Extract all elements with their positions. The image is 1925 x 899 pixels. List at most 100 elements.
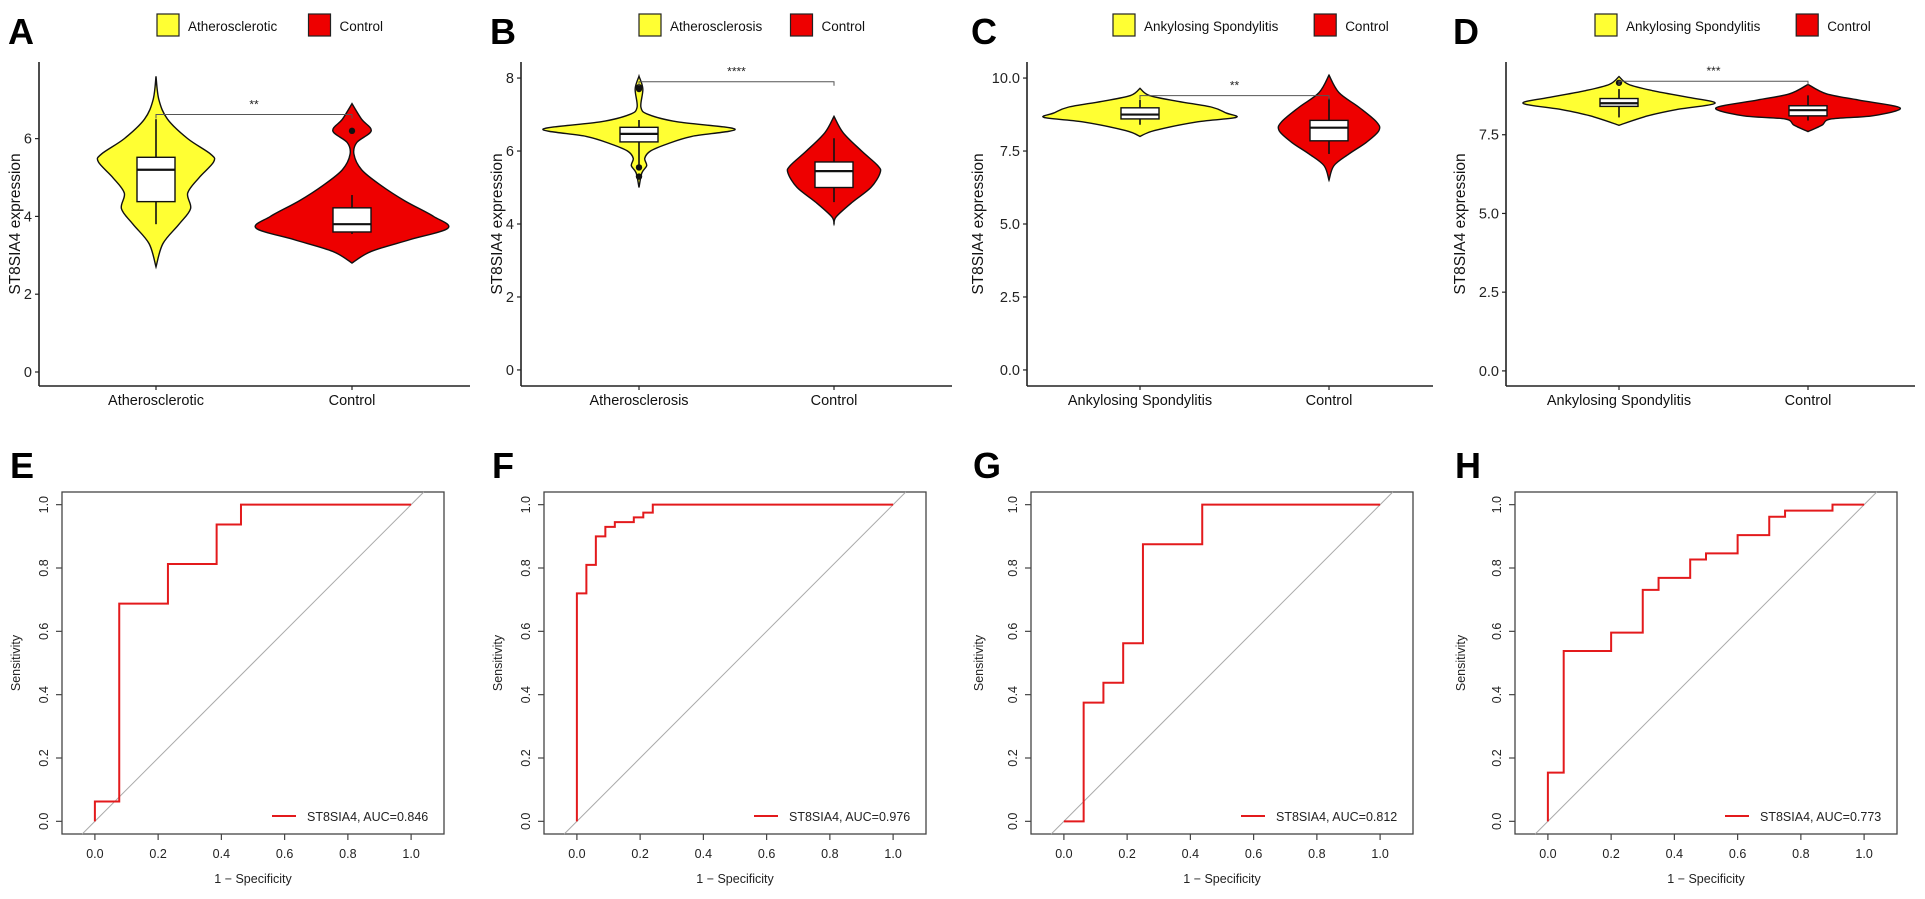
- x-tick-label: Ankylosing Spondylitis: [1547, 393, 1691, 409]
- outlier-point: [635, 164, 643, 171]
- x-tick-label: 0.4: [213, 847, 230, 861]
- y-tick-label: 4: [24, 209, 32, 225]
- x-tick-label: 1.0: [884, 847, 901, 861]
- box-iqr: [332, 207, 372, 233]
- y-tick-label: 0.0: [1490, 813, 1504, 830]
- plot-frame: [1514, 491, 1898, 835]
- y-tick-label: 0.4: [519, 686, 533, 703]
- y-tick-label: 0.0: [1479, 364, 1499, 380]
- y-axis-title: Sensitivity: [491, 634, 505, 691]
- y-tick-label: 10.0: [992, 71, 1020, 87]
- y-axis-title: Sensitivity: [1454, 634, 1468, 691]
- x-tick-label: Control: [329, 393, 376, 409]
- legend-swatch: [789, 13, 814, 37]
- x-tick-label: 0.8: [339, 847, 356, 861]
- legend-swatch: [1112, 13, 1136, 37]
- roc-curve: [93, 503, 412, 822]
- legend-label: Atherosclerotic: [188, 19, 278, 34]
- y-tick-label: 0.4: [37, 686, 51, 703]
- legend: Atherosclerotic Control: [156, 13, 384, 37]
- legend-swatch: [638, 13, 662, 37]
- y-tick-label: 0.6: [519, 623, 533, 640]
- x-axis-title: 1 − Specificity: [1183, 872, 1261, 886]
- y-tick-label: 1.0: [37, 496, 51, 513]
- y-tick-label: 8: [506, 71, 514, 87]
- legend-label: ST8SIA4, AUC=0.976: [789, 810, 910, 824]
- x-tick-label: 0.6: [1245, 847, 1262, 861]
- panel-label: F: [492, 445, 514, 486]
- significance-bracket: [638, 81, 835, 86]
- y-tick-label: 6: [506, 144, 514, 160]
- y-tick-label: 0.6: [1006, 623, 1020, 640]
- x-tick-label: 1.0: [1371, 847, 1388, 861]
- x-axis-title: 1 − Specificity: [696, 872, 774, 886]
- y-tick-label: 6: [24, 132, 32, 148]
- x-tick-label: 1.0: [1855, 847, 1872, 861]
- reference-diagonal: [1050, 491, 1394, 835]
- panel-label: D: [1453, 11, 1479, 52]
- plot-frame: [1030, 491, 1414, 835]
- x-axis-title: 1 − Specificity: [214, 872, 292, 886]
- x-tick-label: Atherosclerosis: [589, 393, 688, 409]
- y-tick-label: 0.2: [519, 749, 533, 766]
- x-tick-label: 0.2: [631, 847, 648, 861]
- legend-label: Control: [1827, 19, 1871, 34]
- roc-curve: [1546, 503, 1865, 822]
- y-tick-label: 0.6: [1490, 623, 1504, 640]
- panel-label: B: [490, 11, 516, 52]
- y-tick-label: 1.0: [1006, 496, 1020, 513]
- y-tick-label: 2: [24, 287, 32, 303]
- x-tick-label: 0.4: [695, 847, 712, 861]
- x-tick-label: 0.2: [149, 847, 166, 861]
- y-tick-label: 0.0: [1000, 363, 1020, 379]
- reference-diagonal: [1534, 491, 1878, 835]
- roc-curve: [575, 503, 894, 822]
- legend-label: Control: [1345, 19, 1389, 34]
- x-axis-title: 1 − Specificity: [1667, 872, 1745, 886]
- legend-label: Control: [340, 19, 384, 34]
- panel-label: C: [971, 11, 997, 52]
- x-tick-label: 0.2: [1602, 847, 1619, 861]
- legend-label: Ankylosing Spondylitis: [1626, 19, 1761, 34]
- panel-label: E: [10, 445, 34, 486]
- legend: Atherosclerosis Control: [638, 13, 865, 37]
- panel-d: D Ankylosing Spondylitis Control 0.0 2.5 5.0 7…: [1452, 11, 1915, 409]
- y-tick-label: 2: [506, 290, 514, 306]
- y-tick-label: 0.0: [1006, 813, 1020, 830]
- panel-e: E 0.0 0.0 0.2 0.2 0.4 0.4 0.6 0.6 0.8 0.8 1.0 1.0 1 −…: [9, 445, 445, 886]
- panel-label: A: [8, 11, 34, 52]
- y-tick-label: 0.6: [37, 623, 51, 640]
- x-tick-label: 0.4: [1666, 847, 1683, 861]
- outlier-point: [635, 83, 643, 91]
- legend-label: Atherosclerosis: [670, 19, 763, 34]
- legend-swatch: [1795, 13, 1819, 37]
- y-tick-label: 5.0: [1479, 206, 1499, 222]
- x-tick-label: Control: [1306, 393, 1353, 409]
- significance-label: ****: [727, 65, 746, 79]
- box-iqr: [136, 156, 176, 203]
- x-tick-label: Control: [811, 393, 858, 409]
- violin-control: [254, 102, 450, 264]
- legend-swatch: [1313, 13, 1337, 37]
- x-tick-label: 1.0: [402, 847, 419, 861]
- y-axis-title: ST8SIA4 expression: [489, 153, 506, 294]
- x-tick-label: 0.6: [758, 847, 775, 861]
- panel-b: B Atherosclerosis Control 0 2 4 6 8 ST8SIA4 expr…: [489, 11, 952, 409]
- legend-swatch: [1594, 13, 1618, 37]
- y-tick-label: 2.5: [1000, 290, 1020, 306]
- y-tick-label: 0.8: [37, 559, 51, 576]
- x-tick-label: Atherosclerotic: [108, 393, 204, 409]
- panel-label: G: [973, 445, 1001, 486]
- y-axis-title: Sensitivity: [9, 634, 23, 691]
- y-tick-label: 0.8: [519, 559, 533, 576]
- y-tick-label: 0.4: [1006, 686, 1020, 703]
- y-tick-label: 0.2: [1490, 749, 1504, 766]
- legend: Ankylosing Spondylitis Control: [1112, 13, 1389, 37]
- y-tick-label: 0.2: [1006, 749, 1020, 766]
- x-tick-label: 0.4: [1182, 847, 1199, 861]
- x-tick-label: 0.0: [86, 847, 103, 861]
- panel-h: H 0.0 0.0 0.2 0.2 0.4 0.4 0.6 0.6 0.8 0.8 1.0 1.0 1 −…: [1454, 445, 1898, 886]
- y-tick-label: 1.0: [1490, 496, 1504, 513]
- roc-curve: [1063, 503, 1381, 823]
- x-tick-label: 0.8: [1792, 847, 1809, 861]
